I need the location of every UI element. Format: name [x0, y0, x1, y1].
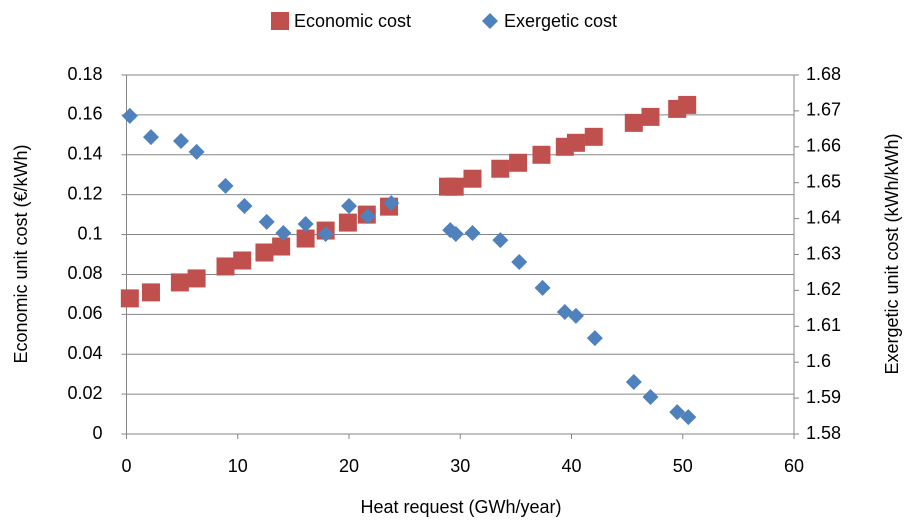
- marker-square: [170, 273, 189, 292]
- y2-tick-label: 1.67: [806, 100, 841, 120]
- marker-diamond: [188, 143, 205, 160]
- y2-tick-label: 1.62: [806, 279, 841, 299]
- marker-square: [296, 229, 315, 248]
- y2-tick-label: 1.6: [806, 351, 831, 371]
- marker-diamond: [142, 129, 159, 146]
- marker-square: [566, 133, 585, 152]
- legend-label: Economic cost: [294, 11, 411, 31]
- y-tick-label: 0.04: [67, 343, 102, 363]
- marker-diamond: [669, 404, 686, 421]
- y-tick-label: 0.08: [67, 263, 102, 283]
- y-tick-label: 0.18: [67, 64, 102, 84]
- marker-diamond: [567, 307, 584, 324]
- y-tick-label: 0: [92, 423, 102, 443]
- marker-square: [271, 12, 289, 30]
- marker-diamond: [642, 389, 659, 406]
- marker-diamond: [625, 373, 642, 390]
- x-tick-label: 20: [339, 456, 359, 476]
- x-tick-label: 50: [673, 456, 693, 476]
- marker-diamond: [359, 208, 376, 225]
- marker-square: [463, 169, 482, 188]
- y-tick-label: 0.06: [67, 303, 102, 323]
- marker-diamond: [236, 198, 253, 215]
- marker-square: [338, 213, 357, 232]
- x-tick-label: 60: [784, 456, 804, 476]
- marker-square: [120, 289, 139, 308]
- y-tick-label: 0.1: [77, 223, 102, 243]
- marker-diamond: [121, 107, 138, 124]
- marker-square: [255, 243, 274, 262]
- marker-diamond: [341, 198, 357, 215]
- marker-square: [641, 107, 660, 126]
- marker-square: [141, 283, 160, 302]
- marker-square: [532, 145, 551, 164]
- marker-diamond: [383, 195, 400, 212]
- marker-square: [272, 237, 291, 256]
- x-tick-label: 40: [561, 456, 581, 476]
- marker-diamond: [297, 215, 314, 232]
- marker-diamond: [447, 226, 464, 243]
- marker-square: [233, 251, 252, 270]
- y2-tick-label: 1.66: [806, 136, 841, 156]
- y2-tick-label: 1.68: [806, 64, 841, 84]
- marker-diamond: [317, 226, 334, 243]
- marker-square: [491, 159, 510, 178]
- marker-diamond: [680, 409, 697, 426]
- y-axis-title: Economic unit cost (€/kWh): [11, 144, 31, 363]
- y-tick-label: 0.14: [67, 144, 102, 164]
- marker-diamond: [258, 213, 275, 230]
- marker-square: [624, 113, 643, 132]
- marker-diamond: [482, 13, 498, 29]
- marker-diamond: [464, 224, 481, 241]
- marker-square: [584, 127, 603, 146]
- y2-tick-label: 1.64: [806, 207, 841, 227]
- y2-tick-label: 1.58: [806, 423, 841, 443]
- y2-tick-label: 1.63: [806, 243, 841, 263]
- marker-square: [509, 153, 528, 172]
- marker-diamond: [275, 224, 292, 241]
- marker-square: [678, 95, 697, 114]
- y-tick-label: 0.02: [67, 383, 102, 403]
- y2-tick-label: 1.59: [806, 387, 841, 407]
- y-tick-label: 0.16: [67, 104, 102, 124]
- y2-tick-label: 1.65: [806, 171, 841, 191]
- legend-label: Exergetic cost: [504, 11, 617, 31]
- x-tick-label: 10: [228, 456, 248, 476]
- marker-diamond: [217, 177, 234, 194]
- marker-diamond: [173, 133, 190, 150]
- marker-diamond: [586, 330, 603, 347]
- marker-square: [445, 177, 464, 196]
- y2-tick-label: 1.61: [806, 315, 841, 335]
- marker-diamond: [511, 254, 528, 271]
- y2-axis-title: Exergetic unit cost (kWh/kWh): [882, 133, 902, 374]
- x-tick-label: 0: [121, 456, 131, 476]
- marker-square: [187, 269, 206, 288]
- y-tick-label: 0.12: [67, 183, 102, 203]
- x-tick-label: 30: [450, 456, 470, 476]
- marker-diamond: [492, 232, 509, 249]
- marker-diamond: [534, 279, 551, 296]
- x-axis-title: Heat request (GWh/year): [360, 497, 561, 517]
- marker-square: [216, 257, 235, 276]
